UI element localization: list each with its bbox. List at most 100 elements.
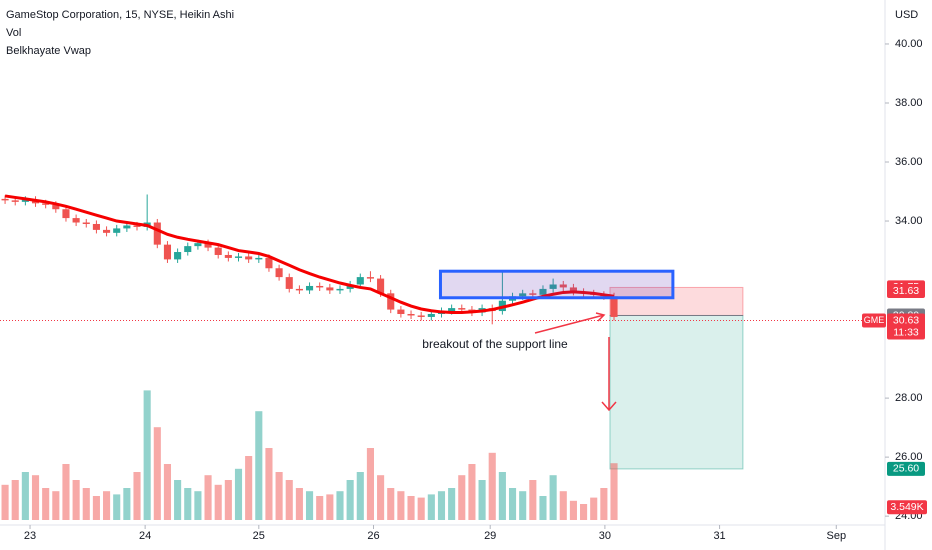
- candle-body: [559, 284, 567, 288]
- target-zone: [609, 314, 744, 470]
- volume-bar: [326, 494, 334, 520]
- volume-bar: [448, 488, 456, 520]
- y-tick-label: 38.00: [895, 97, 923, 109]
- volume-bar: [316, 496, 324, 520]
- x-tick-label: 29: [484, 530, 496, 542]
- candle-body: [397, 309, 405, 314]
- candle-body: [194, 243, 202, 247]
- volume-bar: [163, 464, 172, 520]
- volume-bar: [600, 488, 608, 520]
- x-tick-label: 24: [139, 530, 151, 542]
- candle-body: [417, 315, 425, 317]
- volume-bar: [103, 491, 111, 520]
- volume-bar: [407, 496, 415, 520]
- candle-body: [153, 222, 161, 245]
- candle-body: [255, 257, 263, 260]
- volume-bar: [143, 390, 151, 520]
- volume-bar: [255, 411, 263, 520]
- candle-body: [224, 254, 232, 258]
- volume-bar: [539, 496, 547, 520]
- range-box: [438, 269, 675, 300]
- candle-body: [356, 277, 364, 285]
- volume-bar: [11, 480, 19, 520]
- candle-body: [326, 287, 334, 291]
- volume-bar: [275, 472, 283, 520]
- volume-bar: [478, 480, 486, 520]
- symbol-label: GME: [864, 315, 885, 325]
- candle-body: [519, 293, 527, 297]
- volume-bar: [214, 484, 222, 520]
- candle-body: [174, 252, 182, 260]
- candle-body: [72, 218, 80, 223]
- candle-body: [92, 223, 100, 230]
- candle-body: [458, 308, 466, 310]
- volume-bar: [153, 427, 161, 520]
- vwap-line: [4, 194, 615, 315]
- volume-bar: [549, 475, 557, 520]
- candle-body: [113, 228, 121, 233]
- candle-body: [123, 225, 131, 229]
- volume-bar: [234, 468, 243, 520]
- indicator-label: Belkhayate Vwap: [6, 45, 91, 57]
- y-tick-label: 36.00: [895, 156, 923, 168]
- volume-bar: [569, 500, 577, 520]
- volume-bar: [295, 488, 303, 520]
- candle-body: [610, 296, 618, 317]
- candle-body: [377, 278, 385, 294]
- x-tick-label: 31: [713, 530, 725, 542]
- candle-body: [1, 198, 9, 201]
- volume-tag-label: 3.549K: [890, 501, 923, 513]
- price-tag-label: 25.60: [893, 463, 919, 475]
- volume-bar: [427, 494, 435, 520]
- candle-body: [366, 277, 374, 279]
- volume-bar: [133, 472, 141, 520]
- candle-body: [214, 247, 222, 255]
- volume-bar: [82, 488, 90, 520]
- candle-body: [11, 200, 19, 202]
- volume-bar: [52, 491, 60, 520]
- volume-bar: [610, 463, 618, 520]
- price-tag-label: 31.63: [893, 285, 919, 297]
- candle-body: [21, 199, 29, 202]
- volume-bar: [346, 480, 354, 520]
- price-tag-label: 30.63: [893, 314, 919, 326]
- y-tick-label: 26.00: [895, 451, 923, 463]
- candle-body: [265, 257, 273, 269]
- volume-bar: [336, 491, 344, 520]
- volume-tag: [887, 500, 927, 515]
- volume-bar: [468, 464, 476, 520]
- volume-bar: [366, 448, 374, 520]
- volume-bar: [580, 504, 588, 520]
- volume-bar: [21, 472, 29, 520]
- volume-bar: [31, 475, 40, 520]
- volume-bar: [417, 497, 425, 520]
- volume-bar: [488, 452, 496, 520]
- volume-bar: [437, 491, 446, 520]
- candle-body: [285, 277, 293, 289]
- x-tick-label: 25: [253, 530, 265, 542]
- indicator-label: Vol: [6, 27, 21, 39]
- candle-body: [245, 256, 253, 260]
- y-tick-label: 34.00: [895, 215, 923, 227]
- annotation: breakout of the support line: [422, 337, 568, 351]
- candle-body: [539, 288, 547, 295]
- candle-body: [133, 225, 141, 227]
- volume-bar: [204, 475, 212, 520]
- currency-label: USD: [895, 9, 918, 21]
- volume-bar: [113, 494, 121, 520]
- symbol-tag: [862, 313, 886, 328]
- price-tag: [887, 283, 925, 298]
- volume-bar: [519, 491, 527, 520]
- volume-bar: [559, 491, 567, 520]
- volume-bar: [245, 456, 253, 520]
- volume-bar: [590, 497, 598, 520]
- volume-bar: [377, 475, 385, 520]
- volume-bar: [62, 464, 70, 520]
- x-tick-label: 30: [599, 530, 611, 542]
- volume-bar: [285, 480, 293, 520]
- volume-bar: [1, 484, 9, 520]
- candle-body: [427, 313, 435, 317]
- candle-body: [295, 288, 303, 291]
- volume-bar: [397, 491, 405, 520]
- x-tick-label: 23: [24, 530, 36, 542]
